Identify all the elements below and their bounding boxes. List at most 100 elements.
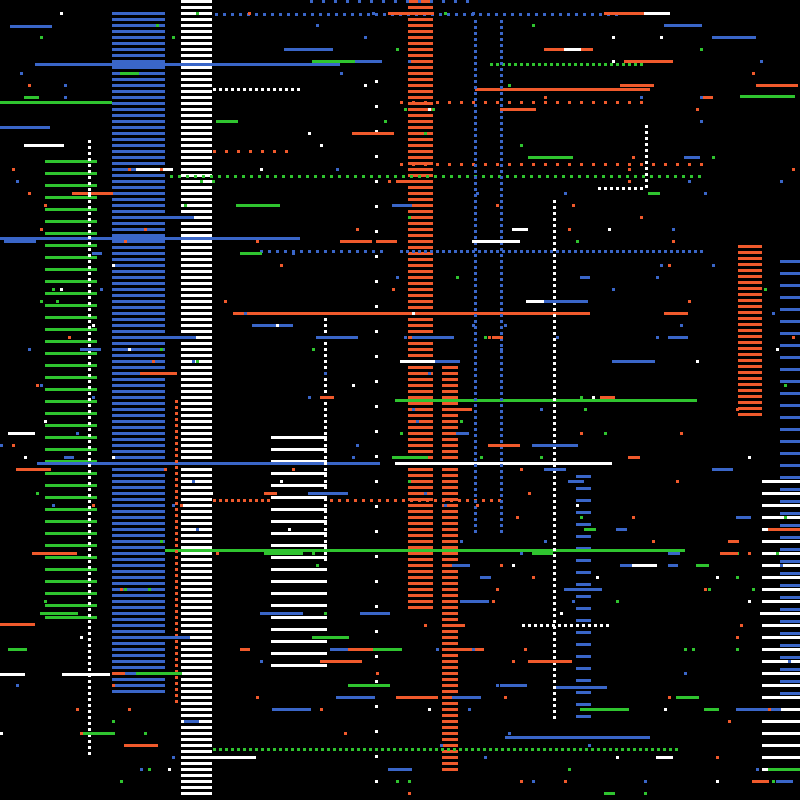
dash — [452, 624, 465, 627]
dot — [410, 175, 413, 178]
stripe — [762, 588, 800, 591]
dot — [310, 0, 313, 3]
line — [0, 126, 50, 129]
dash — [124, 744, 158, 747]
dot — [88, 572, 91, 575]
stripe — [408, 426, 433, 429]
dot — [562, 63, 565, 66]
dash — [540, 408, 543, 411]
stripe — [408, 156, 433, 159]
dash — [292, 252, 295, 255]
dash — [788, 660, 791, 663]
dot — [553, 674, 556, 677]
stripe — [181, 366, 212, 369]
dot — [526, 63, 529, 66]
dot — [434, 175, 437, 178]
dot — [88, 422, 91, 425]
dot — [175, 466, 178, 469]
stripe — [780, 512, 800, 515]
dot — [362, 175, 365, 178]
dash — [660, 36, 663, 39]
stripe — [576, 559, 591, 562]
dot — [522, 175, 525, 178]
dot — [474, 380, 477, 383]
dot — [405, 748, 408, 751]
stripe — [45, 244, 97, 247]
dot — [448, 101, 451, 104]
dot — [598, 250, 601, 253]
dot — [500, 32, 503, 35]
dash — [508, 732, 511, 735]
dot — [271, 13, 274, 16]
dash — [568, 228, 571, 231]
stripe — [45, 184, 97, 187]
dot — [657, 748, 660, 751]
dash — [696, 108, 699, 111]
dash — [748, 600, 751, 603]
dot — [175, 688, 178, 691]
dash — [424, 624, 427, 627]
dot — [553, 608, 556, 611]
stripe — [738, 275, 762, 278]
dot — [553, 362, 556, 365]
stripe — [112, 420, 165, 423]
dot — [237, 499, 240, 502]
stripe — [181, 342, 212, 345]
line — [0, 101, 112, 104]
dash — [52, 288, 55, 291]
dot — [410, 499, 413, 502]
dot — [375, 80, 378, 83]
dash — [128, 708, 131, 711]
dot — [472, 163, 475, 166]
stripe — [738, 359, 762, 362]
stripe — [442, 552, 458, 555]
dot — [528, 624, 531, 627]
dash — [88, 192, 91, 195]
dot — [500, 494, 503, 497]
dot — [474, 230, 477, 233]
dot — [474, 242, 477, 245]
dot — [500, 242, 503, 245]
dot — [345, 748, 348, 751]
stripe — [408, 168, 433, 171]
dot — [375, 555, 378, 558]
stripe — [738, 347, 762, 350]
dot — [482, 499, 485, 502]
dot — [628, 250, 631, 253]
dot — [175, 424, 178, 427]
stripe — [442, 546, 458, 549]
dash — [196, 528, 199, 531]
dash — [568, 768, 571, 771]
dash — [700, 96, 703, 99]
dot — [474, 86, 477, 89]
stripe — [181, 180, 212, 183]
dot — [645, 185, 648, 188]
dash — [224, 300, 227, 303]
dot — [474, 362, 477, 365]
stripe — [112, 516, 165, 519]
stripe — [408, 192, 433, 195]
dash — [760, 612, 763, 615]
stripe — [762, 612, 800, 615]
dot — [553, 524, 556, 527]
dot — [175, 568, 178, 571]
dot — [463, 13, 466, 16]
stripe — [442, 480, 458, 483]
stripe — [112, 342, 165, 345]
dash — [696, 564, 709, 567]
dot — [375, 730, 378, 733]
dash — [624, 60, 673, 63]
dot — [500, 134, 503, 137]
dot — [502, 250, 505, 253]
dash — [76, 708, 79, 711]
dot — [375, 280, 378, 283]
dot — [88, 698, 91, 701]
dash — [700, 96, 713, 99]
stripe — [408, 234, 433, 237]
dot — [88, 368, 91, 371]
stripe — [576, 667, 591, 670]
dash — [512, 228, 528, 231]
dash — [348, 648, 373, 651]
dot — [553, 602, 556, 605]
dot — [500, 266, 503, 269]
